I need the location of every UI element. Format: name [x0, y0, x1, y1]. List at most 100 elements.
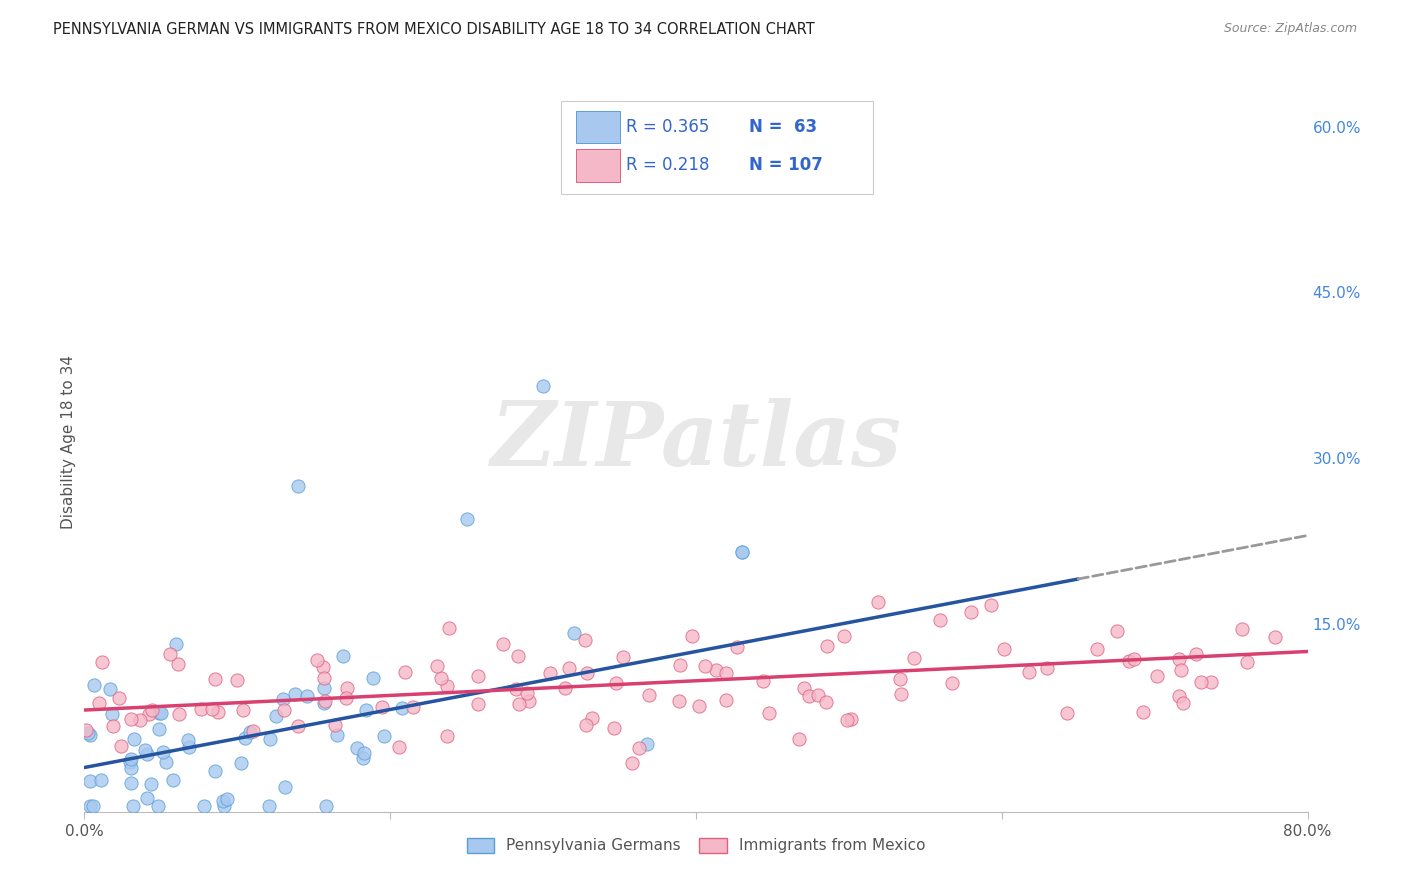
Point: [212, 799, 235, 814]
FancyBboxPatch shape: [561, 101, 873, 194]
Point: [212, 794, 235, 808]
Point: [799, 689, 821, 703]
Point: [1232, 622, 1254, 636]
Point: [467, 697, 489, 711]
Point: [141, 703, 163, 717]
Point: [636, 737, 658, 751]
Point: [148, 799, 170, 814]
Point: [271, 692, 294, 706]
Point: [77, 726, 100, 740]
Point: [574, 633, 596, 648]
Point: [274, 780, 297, 795]
Point: [363, 671, 385, 685]
Text: N =  63: N = 63: [748, 118, 817, 136]
Point: [307, 653, 329, 667]
Point: [91, 655, 114, 669]
Point: [354, 703, 377, 717]
Point: [731, 545, 754, 559]
Point: [152, 745, 174, 759]
Point: [832, 628, 855, 642]
Point: [807, 688, 830, 702]
Point: [506, 648, 529, 663]
Point: [391, 700, 413, 714]
Point: [159, 647, 181, 661]
Point: [668, 694, 690, 708]
Point: [681, 629, 703, 643]
Point: [201, 702, 224, 716]
Point: [233, 731, 256, 745]
Point: [1201, 674, 1223, 689]
Point: [121, 799, 143, 814]
Point: [79, 799, 101, 814]
Point: [120, 775, 142, 789]
Point: [394, 665, 416, 679]
Y-axis label: Disability Age 18 to 34: Disability Age 18 to 34: [60, 354, 76, 529]
Point: [326, 728, 349, 742]
Point: [558, 660, 581, 674]
Point: [1170, 663, 1192, 677]
Text: R = 0.218: R = 0.218: [626, 156, 710, 174]
Point: [207, 706, 229, 720]
Point: [1018, 665, 1040, 679]
FancyBboxPatch shape: [576, 111, 620, 144]
Point: [225, 673, 247, 688]
Point: [638, 688, 661, 702]
Point: [903, 651, 925, 665]
Point: [312, 671, 335, 685]
Point: [1189, 675, 1212, 690]
Point: [492, 637, 515, 651]
Point: [215, 792, 238, 806]
Point: [695, 659, 717, 673]
Point: [889, 672, 911, 686]
Point: [336, 681, 359, 695]
Legend: Pennsylvania Germans, Immigrants from Mexico: Pennsylvania Germans, Immigrants from Me…: [460, 831, 932, 860]
Point: [259, 732, 281, 747]
Point: [554, 681, 576, 695]
Point: [581, 711, 603, 725]
Point: [108, 691, 131, 706]
Point: [835, 713, 858, 727]
Point: [929, 614, 952, 628]
Point: [257, 799, 280, 814]
Point: [134, 742, 156, 756]
Point: [162, 773, 184, 788]
Point: [149, 706, 172, 720]
Point: [425, 659, 447, 673]
Point: [190, 702, 212, 716]
Text: ZIPatlas: ZIPatlas: [491, 399, 901, 484]
Point: [1236, 656, 1258, 670]
Point: [242, 724, 264, 739]
Point: [436, 679, 458, 693]
Point: [295, 689, 318, 703]
Point: [312, 696, 335, 710]
Text: PENNSYLVANIA GERMAN VS IMMIGRANTS FROM MEXICO DISABILITY AGE 18 TO 34 CORRELATIO: PENNSYLVANIA GERMAN VS IMMIGRANTS FROM M…: [53, 22, 815, 37]
Point: [239, 724, 262, 739]
Point: [75, 723, 97, 737]
Point: [193, 799, 215, 814]
Text: Source: ZipAtlas.com: Source: ZipAtlas.com: [1223, 22, 1357, 36]
Point: [688, 699, 710, 714]
Point: [148, 706, 170, 721]
Point: [314, 681, 336, 695]
Point: [110, 739, 132, 754]
Point: [1185, 648, 1208, 662]
Point: [177, 732, 200, 747]
Point: [101, 719, 124, 733]
Point: [868, 595, 890, 609]
Point: [165, 637, 187, 651]
Point: [82, 799, 104, 814]
Point: [1105, 624, 1128, 638]
Point: [120, 755, 142, 769]
Point: [98, 681, 121, 696]
Point: [815, 639, 838, 653]
FancyBboxPatch shape: [576, 149, 620, 182]
Point: [315, 799, 337, 814]
Point: [1036, 661, 1059, 675]
Point: [83, 678, 105, 692]
Point: [155, 755, 177, 769]
Point: [232, 702, 254, 716]
Point: [87, 696, 110, 710]
Point: [101, 706, 124, 721]
Point: [273, 703, 295, 717]
Point: [129, 713, 152, 727]
